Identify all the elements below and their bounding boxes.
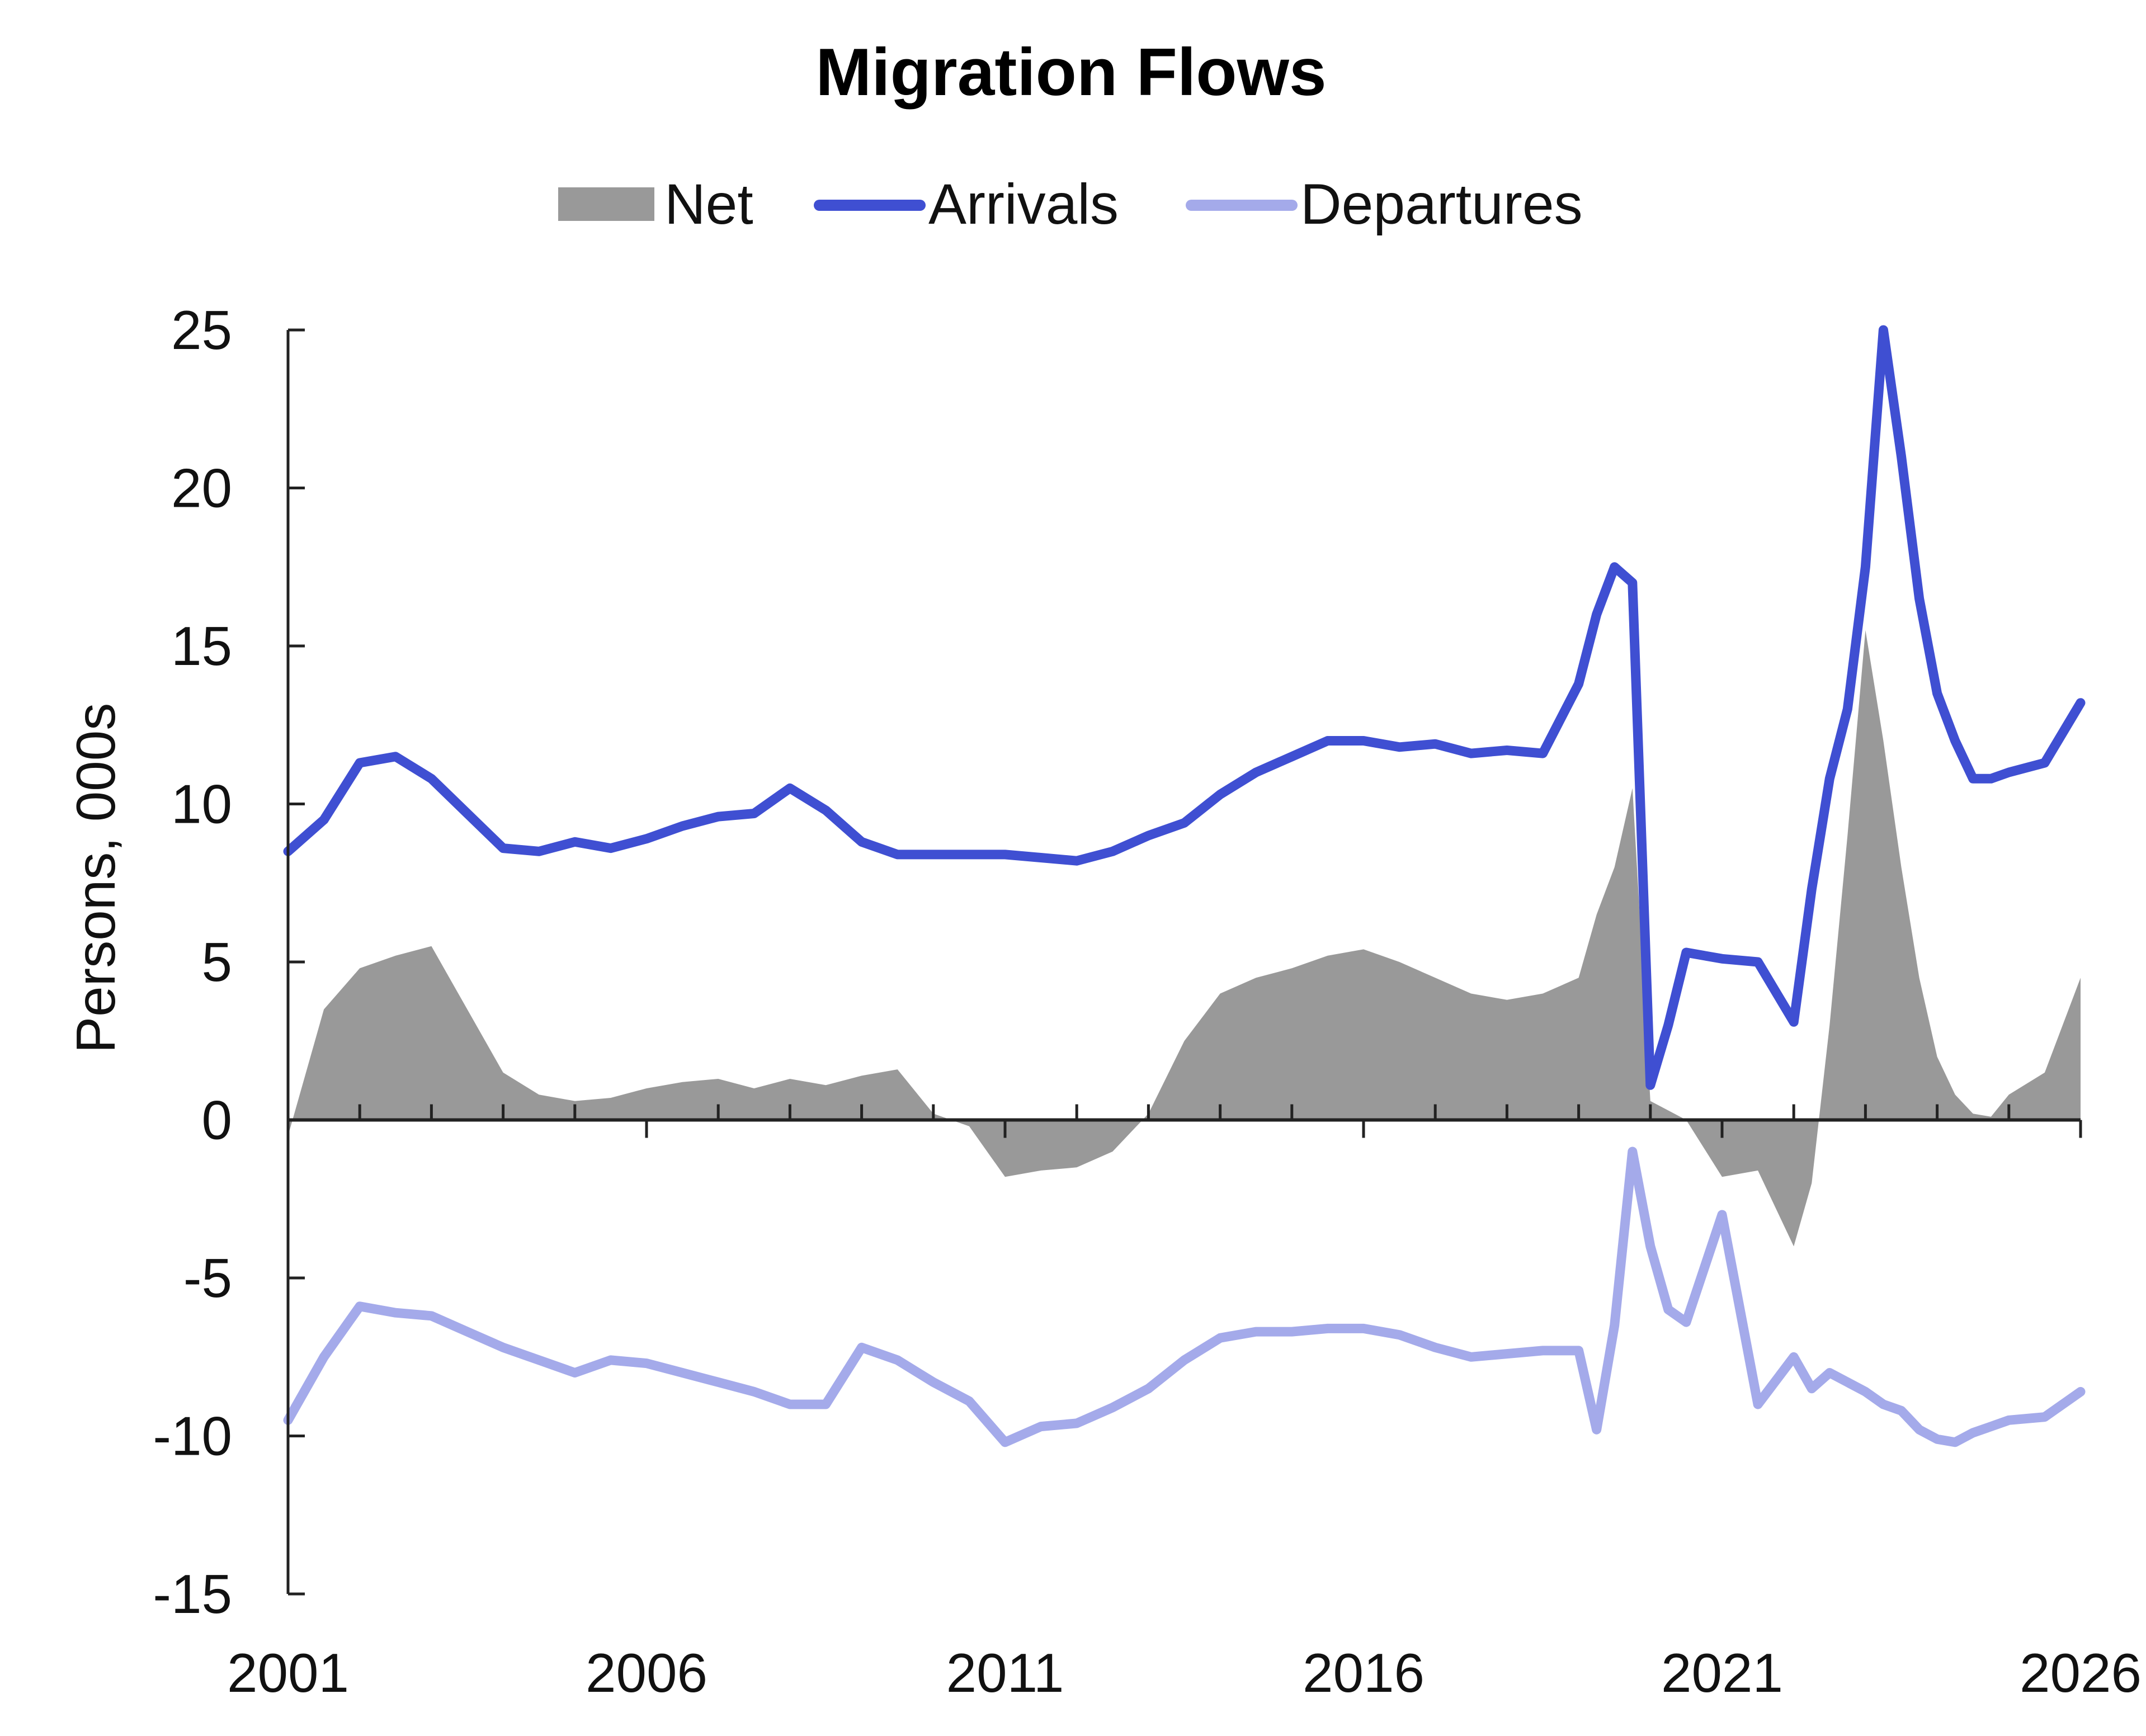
- y-tick-label: 15: [171, 615, 232, 677]
- y-axis-title: Persons, 000s: [65, 703, 126, 1053]
- x-tick-label: 2001: [227, 1642, 349, 1704]
- x-tick-label: 2006: [586, 1642, 708, 1704]
- chart-title: Migration Flows: [815, 35, 1326, 110]
- series-net-area: [288, 630, 2081, 1247]
- y-tick-label: -10: [153, 1405, 232, 1467]
- legend: Net Arrivals Departures: [558, 172, 1583, 236]
- x-tick-label: 2026: [2020, 1642, 2142, 1704]
- y-tick-label: -15: [153, 1563, 232, 1625]
- legend-label-departures: Departures: [1300, 172, 1583, 236]
- legend-item-net[interactable]: Net: [558, 172, 753, 236]
- x-tick-label: 2011: [946, 1642, 1064, 1704]
- y-tick-label: 20: [171, 457, 232, 519]
- y-tick-label: 5: [201, 931, 232, 993]
- x-tick-label: 2021: [1661, 1642, 1783, 1704]
- x-tick-label: 2016: [1303, 1642, 1425, 1704]
- y-tick-label: 10: [171, 773, 232, 835]
- legend-item-departures[interactable]: Departures: [1186, 172, 1583, 236]
- legend-swatch-net: [558, 187, 654, 221]
- series-departures-line: [283, 1147, 2086, 1447]
- legend-item-arrivals[interactable]: Arrivals: [814, 172, 1119, 236]
- plot-area: 25 20 15 10 5 0 -5 -10 -15 2001 2006 2011 2016 2021 20…: [153, 299, 2142, 1704]
- y-tick-label: 0: [201, 1089, 232, 1151]
- y-tick-label: -5: [183, 1247, 232, 1309]
- legend-label-net: Net: [664, 172, 753, 236]
- legend-label-arrivals: Arrivals: [928, 172, 1119, 236]
- series-arrivals-line: [283, 325, 2086, 1090]
- y-tick-label: 25: [171, 299, 232, 361]
